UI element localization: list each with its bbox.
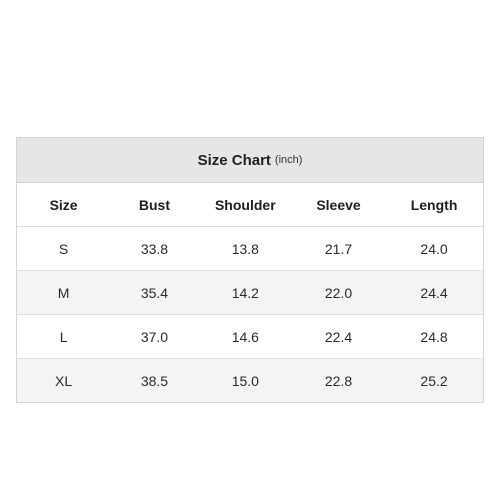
table-header-row: Size Bust Shoulder Sleeve Length [17,183,483,227]
header-bust: Bust [110,183,199,227]
cell-shoulder: 13.8 [198,226,292,271]
table-row: XL 38.5 15.0 22.8 25.2 [17,358,483,402]
table-row: S 33.8 13.8 21.7 24.0 [17,226,483,271]
cell-size: M [17,270,111,315]
cell-shoulder: 14.2 [198,270,292,315]
cell-bust: 33.8 [110,226,199,271]
size-chart-table: Size Chart (inch) Size Bust Shoulder Sle… [16,137,484,403]
header-length: Length [385,183,483,227]
cell-sleeve: 22.4 [291,314,386,359]
cell-shoulder: 14.6 [198,314,292,359]
cell-size: L [17,314,111,359]
header-shoulder: Shoulder [198,183,292,227]
cell-shoulder: 15.0 [198,358,292,402]
size-table: Size Bust Shoulder Sleeve Length S 33.8 … [17,183,483,402]
cell-bust: 38.5 [110,358,199,402]
cell-sleeve: 22.8 [291,358,386,402]
table-row: L 37.0 14.6 22.4 24.8 [17,314,483,359]
size-chart-title-bar: Size Chart (inch) [17,138,483,183]
header-sleeve: Sleeve [291,183,386,227]
cell-length: 24.8 [385,314,483,359]
cell-sleeve: 22.0 [291,270,386,315]
cell-bust: 37.0 [110,314,199,359]
cell-bust: 35.4 [110,270,199,315]
size-chart-title: Size Chart [197,151,271,169]
header-size: Size [17,183,111,227]
cell-size: S [17,226,111,271]
cell-length: 24.4 [385,270,483,315]
size-chart-unit: (inch) [274,154,303,166]
table-row: M 35.4 14.2 22.0 24.4 [17,270,483,315]
cell-size: XL [17,358,111,402]
cell-length: 25.2 [385,358,483,402]
cell-sleeve: 21.7 [291,226,386,271]
cell-length: 24.0 [385,226,483,271]
